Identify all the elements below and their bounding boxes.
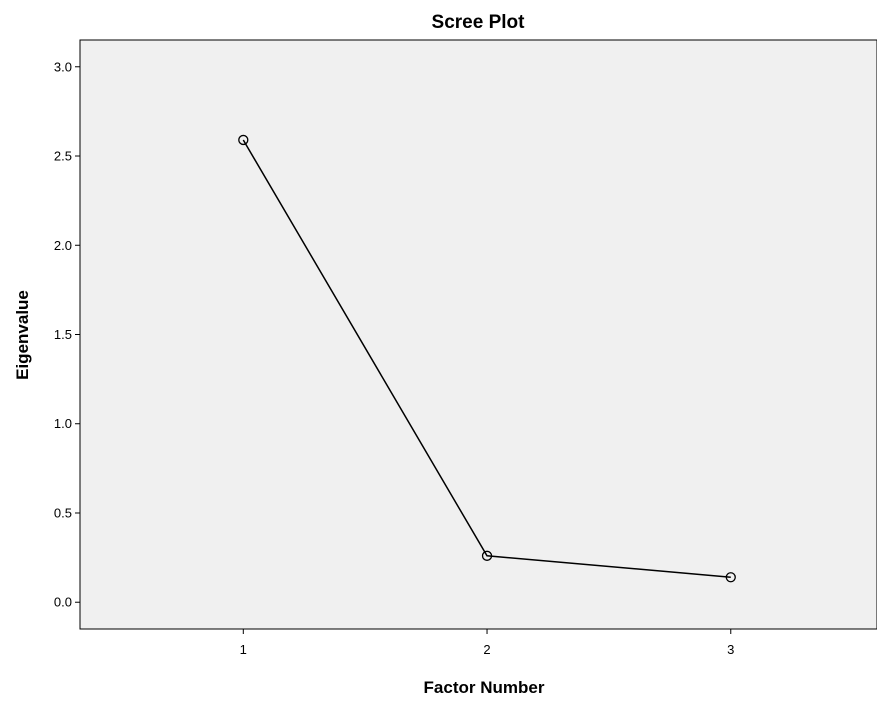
x-tick-label: 2 xyxy=(483,642,490,657)
x-axis-ticks: 1 2 3 xyxy=(240,629,735,657)
x-axis-label: Factor Number xyxy=(424,678,545,697)
y-axis-label: Eigenvalue xyxy=(13,290,32,380)
y-tick-label: 0.5 xyxy=(54,505,72,520)
y-tick-label: 2.0 xyxy=(54,238,72,253)
x-tick-label: 3 xyxy=(727,642,734,657)
y-tick-label: 1.5 xyxy=(54,327,72,342)
y-tick-label: 0.0 xyxy=(54,595,72,610)
y-tick-label: 3.0 xyxy=(54,59,72,74)
y-tick-label: 2.5 xyxy=(54,149,72,164)
y-tick-label: 1.0 xyxy=(54,416,72,431)
x-tick-label: 1 xyxy=(240,642,247,657)
chart-title: Scree Plot xyxy=(432,12,526,33)
y-axis-ticks: 0.0 0.5 1.0 1.5 2.0 2.5 3.0 xyxy=(54,59,80,609)
